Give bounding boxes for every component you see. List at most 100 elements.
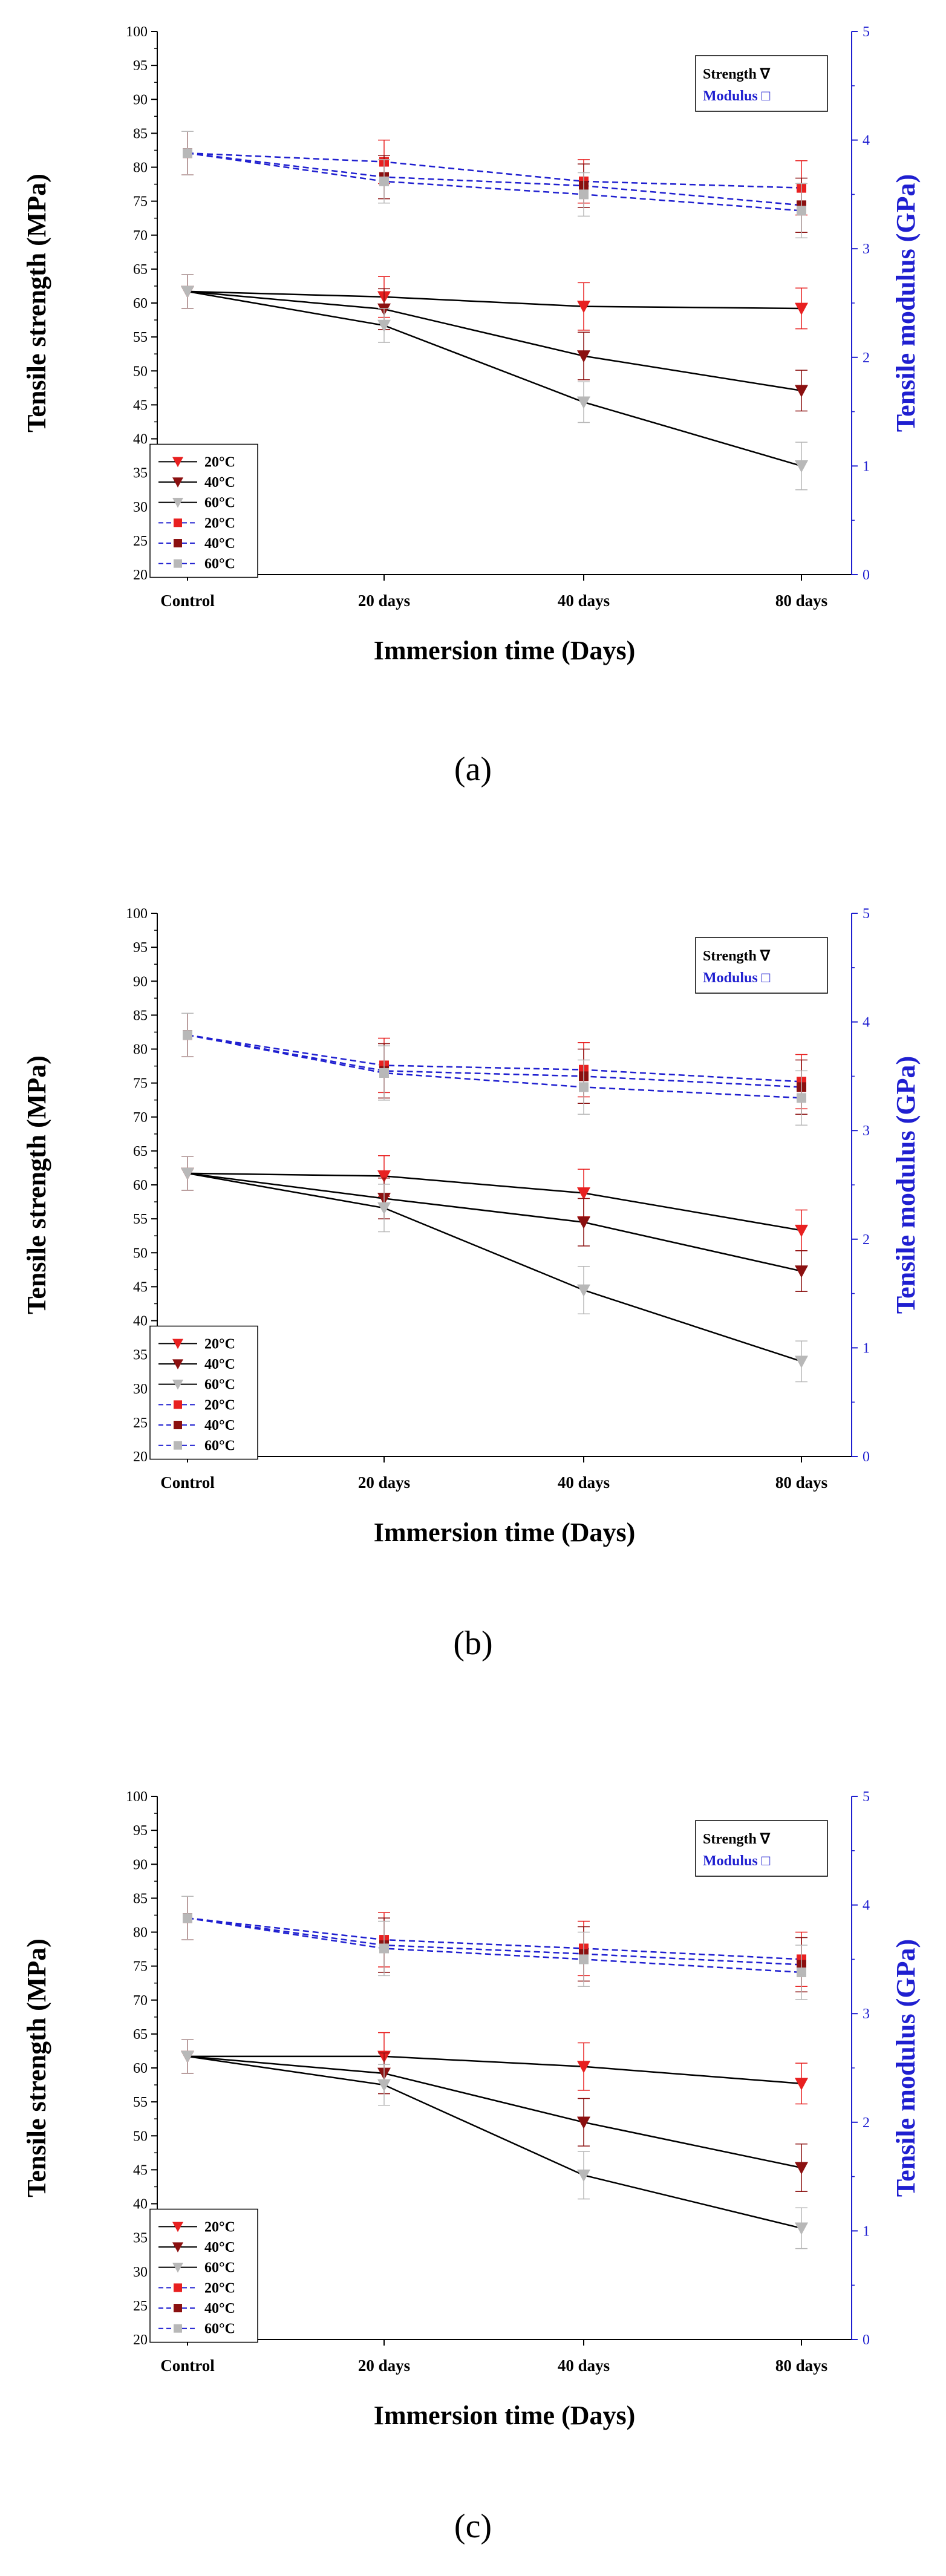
legend-entry-label: 40°C: [204, 536, 235, 552]
y2-tick-label: 0: [863, 1449, 870, 1465]
legend-entry-label: 60°C: [204, 2321, 235, 2337]
y2-tick-label: 4: [863, 1015, 870, 1031]
legend-entry-label: 40°C: [204, 2240, 235, 2255]
strength-point: [377, 2079, 391, 2092]
legend-marker: [172, 1380, 183, 1390]
y-tick-label: 75: [133, 194, 148, 210]
chart-panel-a: 2025303540455055606570758085909510001234…: [22, 24, 921, 788]
y-tick-label: 50: [133, 364, 148, 379]
y-tick-label: 100: [126, 24, 148, 40]
y-tick-label: 65: [133, 2027, 148, 2043]
modulus-line-40°C: [187, 152, 802, 206]
y2-tick-label: 2: [863, 350, 870, 366]
legend-marker: [172, 1359, 183, 1369]
y-tick-label: 85: [133, 1891, 148, 1906]
modulus-line-60°C: [187, 152, 802, 212]
y-tick-label: 50: [133, 2128, 148, 2144]
modulus-point: [579, 189, 589, 200]
modulus-point: [183, 1030, 192, 1040]
legend-marker: [172, 1339, 183, 1349]
y-tick-label: 40: [133, 1314, 148, 1329]
y2-tick-label: 3: [863, 241, 870, 257]
legend-entry-label: 60°C: [204, 495, 235, 511]
strength-line-20°C: [188, 2055, 802, 2085]
x-axis-title: Immersion time (Days): [374, 636, 636, 665]
y-tick-label: 60: [133, 1178, 148, 1193]
x-tick-label: Control: [160, 1473, 215, 1492]
legend-box: [695, 55, 828, 112]
modulus-point: [183, 148, 192, 158]
y-tick-label: 35: [133, 1348, 148, 1363]
legend-entry-label: 20°C: [204, 2280, 235, 2296]
y2-axis-title: Tensile modulus (GPa): [891, 1939, 921, 2197]
strength-point: [577, 1187, 590, 1200]
strength-line-40°C: [187, 1172, 802, 1272]
y-tick-label: 60: [133, 296, 148, 311]
x-tick-label: 40 days: [558, 1473, 610, 1492]
x-tick-label: Control: [160, 592, 215, 610]
y-tick-label: 45: [133, 1279, 148, 1295]
legend-strength-label: Strength ∇: [703, 948, 771, 964]
y-tick-label: 100: [126, 1789, 148, 1805]
strength-point: [795, 2222, 808, 2235]
y-tick-label: 95: [133, 940, 148, 956]
strength-point: [181, 285, 194, 298]
modulus-point: [579, 1082, 589, 1092]
x-axis-title: Immersion time (Days): [374, 2401, 636, 2430]
strength-point: [577, 350, 590, 363]
series-legend-box: [149, 443, 258, 578]
legend-marker: [174, 1441, 182, 1450]
strength-point: [795, 2162, 808, 2175]
modulus-line-40°C: [187, 1034, 802, 1088]
y-tick-label: 25: [133, 2298, 148, 2314]
modulus-point: [379, 1943, 389, 1954]
legend-entry-label: 60°C: [204, 1438, 235, 1454]
y-tick-label: 35: [133, 2231, 148, 2246]
legend-marker: [174, 559, 182, 568]
y2-axis-title: Tensile modulus (GPa): [891, 174, 921, 432]
modulus-line-60°C: [187, 1034, 802, 1099]
modulus-point: [579, 1954, 589, 1965]
y-tick-label: 80: [133, 160, 148, 176]
y-tick-label: 20: [133, 1449, 148, 1465]
legend-entry-label: 60°C: [204, 2260, 235, 2276]
modulus-line-20°C: [187, 1034, 802, 1083]
legend-strength-label: Strength ∇: [703, 1831, 771, 1847]
modulus-point: [797, 1967, 806, 1977]
legend-marker: [174, 1400, 182, 1409]
strength-point: [795, 385, 808, 397]
y-tick-label: 40: [133, 432, 148, 448]
legend-strength-label: Strength ∇: [703, 67, 771, 82]
y-tick-label: 25: [133, 533, 148, 549]
y-tick-label: 30: [133, 1381, 148, 1397]
y-tick-label: 75: [133, 1076, 148, 1092]
x-axis-title: Immersion time (Days): [374, 1518, 636, 1547]
strength-point: [795, 302, 808, 315]
strength-point: [577, 1284, 590, 1297]
y-tick-label: 85: [133, 1008, 148, 1023]
chart-panel-b: 2025303540455055606570758085909510001234…: [22, 906, 921, 1662]
strength-line-20°C: [187, 1172, 802, 1231]
strength-point: [181, 1167, 194, 1180]
y-axis-title: Tensile strength (MPa): [22, 174, 51, 432]
y-tick-label: 90: [133, 974, 148, 990]
y2-tick-label: 0: [863, 2332, 870, 2348]
legend-modulus-label: Modulus □: [703, 1853, 771, 1869]
legend-entry-label: 20°C: [204, 1397, 235, 1413]
strength-point: [181, 2050, 194, 2063]
y-tick-label: 55: [133, 330, 148, 345]
strength-line-40°C: [187, 2055, 802, 2169]
modulus-line-20°C: [187, 1917, 802, 1960]
modulus-point: [797, 1093, 806, 1103]
legend-marker: [172, 2263, 183, 2273]
y2-tick-label: 1: [863, 2223, 870, 2239]
legend-modulus-label: Modulus □: [703, 88, 771, 104]
panel-caption: (a): [454, 751, 492, 788]
strength-point: [577, 2061, 590, 2073]
x-tick-label: 80 days: [775, 2356, 827, 2375]
y-axis-title: Tensile strength (MPa): [22, 1939, 51, 2197]
chart-panel-c: 2025303540455055606570758085909510001234…: [22, 1789, 921, 2545]
legend-marker: [174, 2283, 182, 2292]
x-tick-label: 40 days: [558, 2356, 610, 2375]
